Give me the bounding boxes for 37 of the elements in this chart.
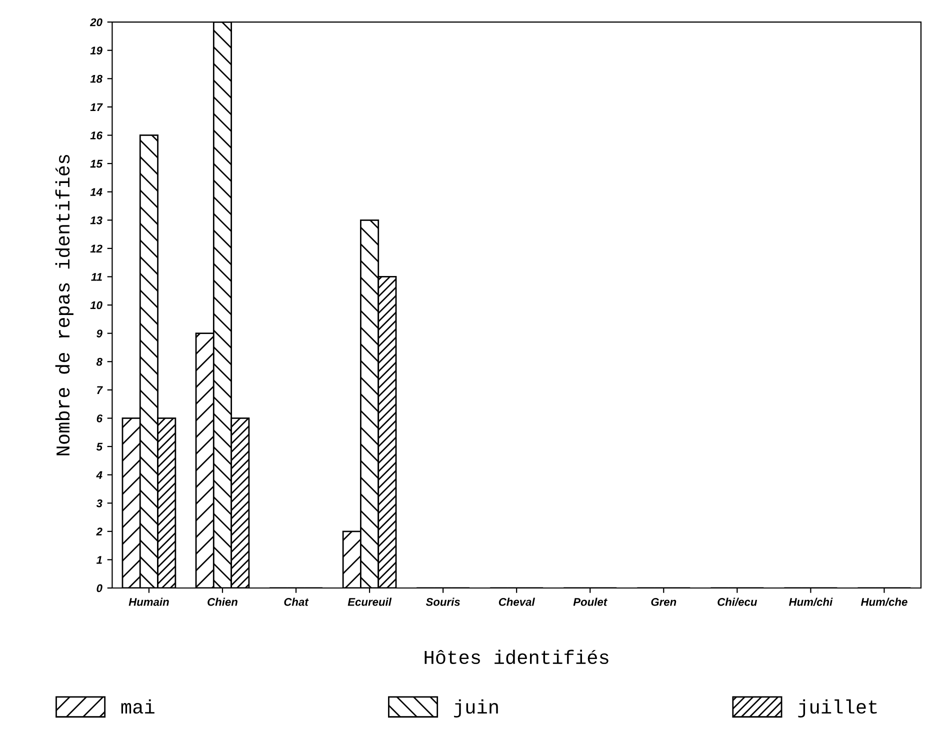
y-tick-label: 3 xyxy=(96,499,102,508)
x-tick-label: Hum/che xyxy=(860,598,908,606)
x-tick-label: Souris xyxy=(426,598,460,606)
x-tick-label: Cheval xyxy=(498,598,535,606)
y-tick-label: 16 xyxy=(90,132,103,140)
y-tick-label: 2 xyxy=(96,528,102,536)
y-tick-label: 0 xyxy=(96,584,102,592)
y-tick-label: 4 xyxy=(96,471,102,479)
x-axis-title: Hôtes identifiés xyxy=(424,650,608,664)
y-tick-label: 6 xyxy=(96,414,103,422)
y-tick-label: 12 xyxy=(90,244,102,252)
y-tick-label: 20 xyxy=(90,18,102,26)
y-tick-label: 13 xyxy=(90,216,102,224)
x-tick-label: Hum/chi xyxy=(788,598,833,606)
legend-label: juin xyxy=(454,699,498,718)
y-tick-label: 9 xyxy=(96,330,102,338)
x-tick-label: Chat xyxy=(284,598,309,606)
x-tick-label: Gren xyxy=(651,598,676,606)
x-tick-label: Poulet xyxy=(573,598,608,606)
y-tick-label: 10 xyxy=(90,301,102,310)
x-tick-label: Chien xyxy=(208,598,238,606)
y-tick-label: 1 xyxy=(96,556,102,564)
y-tick-label: 11 xyxy=(91,273,102,281)
y-tick-label: 17 xyxy=(90,103,103,111)
y-tick-label: 14 xyxy=(90,188,102,196)
y-tick-label: 18 xyxy=(90,74,102,83)
y-tick-label: 19 xyxy=(90,46,102,54)
y-tick-label: 5 xyxy=(96,442,103,451)
y-tick-label: 7 xyxy=(97,386,103,394)
x-tick-label: Ecureuil xyxy=(348,598,392,606)
y-axis-title: Nombre de repas identifiés xyxy=(55,154,74,456)
x-tick-label: Chi/ecu xyxy=(718,598,758,606)
x-tick-label: Humain xyxy=(128,598,169,606)
y-tick-label: 15 xyxy=(90,160,103,168)
legend-label: juillet xyxy=(798,699,877,718)
legend-label: mai xyxy=(121,699,154,714)
y-tick-label: 8 xyxy=(96,358,102,366)
